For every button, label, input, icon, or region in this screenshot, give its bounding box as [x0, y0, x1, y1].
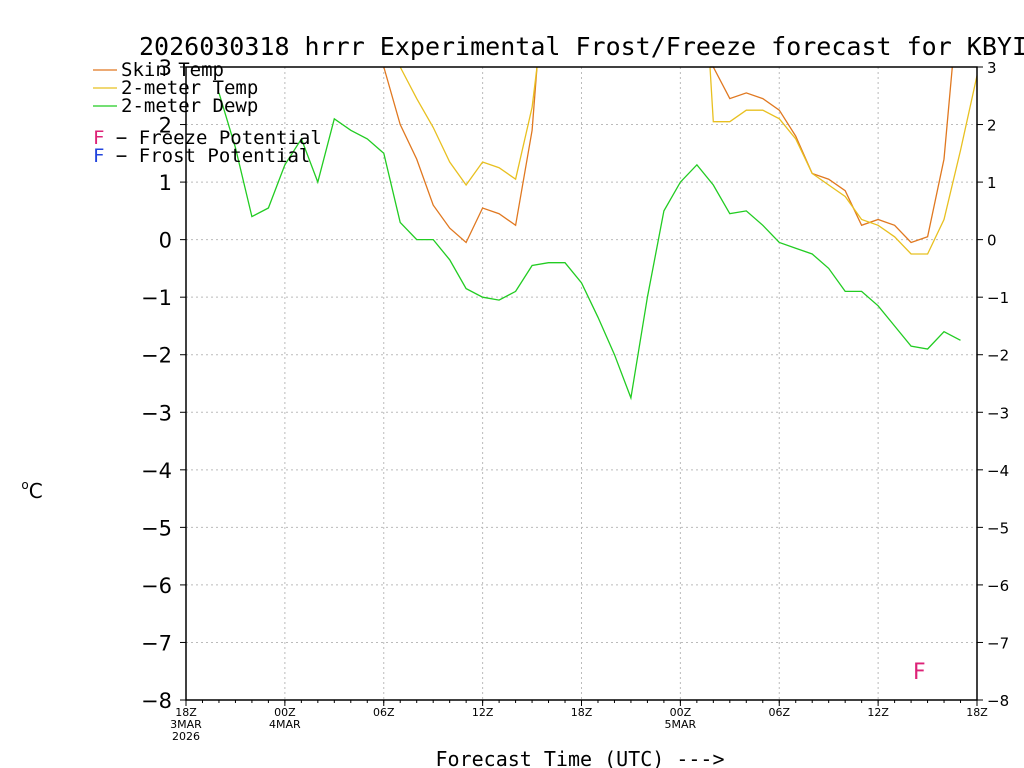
potential-letter: F	[93, 145, 104, 167]
potential-text: − Frost Potential	[104, 145, 310, 167]
series-line	[383, 66, 538, 244]
series-line	[218, 92, 961, 401]
y-tick-label-right: −5	[987, 519, 1009, 537]
x-tick-label: 4MAR	[269, 718, 301, 731]
x-tick-label: 18Z	[175, 706, 197, 719]
x-tick-label: 06Z	[373, 706, 395, 719]
x-tick-label: 12Z	[867, 706, 889, 719]
x-tick-label: 2026	[172, 730, 200, 743]
y-axis-label-unit: C	[29, 479, 43, 503]
x-tick-label: 00Z	[670, 706, 692, 719]
potential-text: − Freeze Potential	[104, 127, 321, 149]
y-tick-label-left: 2	[159, 114, 172, 138]
y-tick-label-right: −6	[987, 577, 1009, 595]
y-tick-label-left: 0	[159, 229, 172, 253]
y-tick-label-left: 1	[159, 171, 172, 195]
y-tick-label-right: −2	[987, 347, 1009, 365]
grid-lines	[186, 67, 977, 700]
x-tick-label: 12Z	[472, 706, 494, 719]
series-line	[709, 66, 978, 255]
potential-letter: F	[93, 127, 104, 149]
y-axis: 3 3 2 2 1 1 0 0 −1 −1 −2 −2 −3 −3 −4 −4 −5 −5 −6 −6 −7 −7 −8 −8	[141, 56, 1009, 713]
legend-entry: 2-meter Temp	[121, 77, 258, 99]
y-tick-label-right: −3	[987, 404, 1009, 422]
legend-entry: 2-meter Dewp	[121, 95, 258, 117]
y-axis-label: oC	[21, 478, 42, 503]
chart-title: 2026030318 hrrr Experimental Frost/Freez…	[139, 32, 1024, 61]
y-tick-label-right: 1	[987, 174, 997, 192]
x-tick-label: 3MAR	[170, 718, 202, 731]
x-tick-label: 5MAR	[665, 718, 697, 731]
potential-legend-entry: F − Frost Potential	[93, 145, 310, 167]
y-tick-label-left: −8	[141, 689, 172, 713]
series-2-meter-temp	[399, 66, 978, 255]
y-tick-label-right: −8	[987, 692, 1009, 710]
x-axis-title: Forecast Time (UTC) --->	[436, 747, 725, 768]
y-tick-label-left: −4	[141, 459, 172, 483]
series-2-meter-dewp	[218, 92, 961, 401]
y-tick-label-right: 0	[987, 232, 997, 250]
y-tick-label-right: −4	[987, 462, 1009, 480]
freeze-potential-marker: F	[913, 660, 926, 685]
y-tick-label-right: 2	[987, 117, 997, 135]
series-line	[710, 66, 953, 244]
y-tick-label-left: −2	[141, 344, 172, 368]
legend-entry: Skin Temp	[121, 59, 224, 81]
potential-markers: F	[913, 660, 926, 685]
y-tick-label-left: −6	[141, 574, 172, 598]
y-tick-label-left: −7	[141, 631, 172, 655]
y-tick-label-right: −7	[987, 634, 1009, 652]
y-tick-label-right: 3	[987, 59, 997, 77]
x-tick-label: 18Z	[966, 706, 988, 719]
y-tick-label-left: −3	[141, 401, 172, 425]
series-line	[399, 66, 538, 187]
x-tick-label: 18Z	[571, 706, 593, 719]
series-layer	[218, 66, 978, 401]
y-tick-label-left: −1	[141, 286, 172, 310]
potential-legend-entry: F − Freeze Potential	[93, 127, 322, 149]
y-axis-label-degree: o	[21, 478, 28, 492]
y-tick-label-right: −1	[987, 289, 1009, 307]
series-skin-temp	[383, 66, 953, 244]
x-tick-label: 00Z	[274, 706, 296, 719]
y-tick-label-left: −5	[141, 516, 172, 540]
x-tick-label: 06Z	[768, 706, 790, 719]
y-tick-label-left: 3	[159, 56, 172, 80]
